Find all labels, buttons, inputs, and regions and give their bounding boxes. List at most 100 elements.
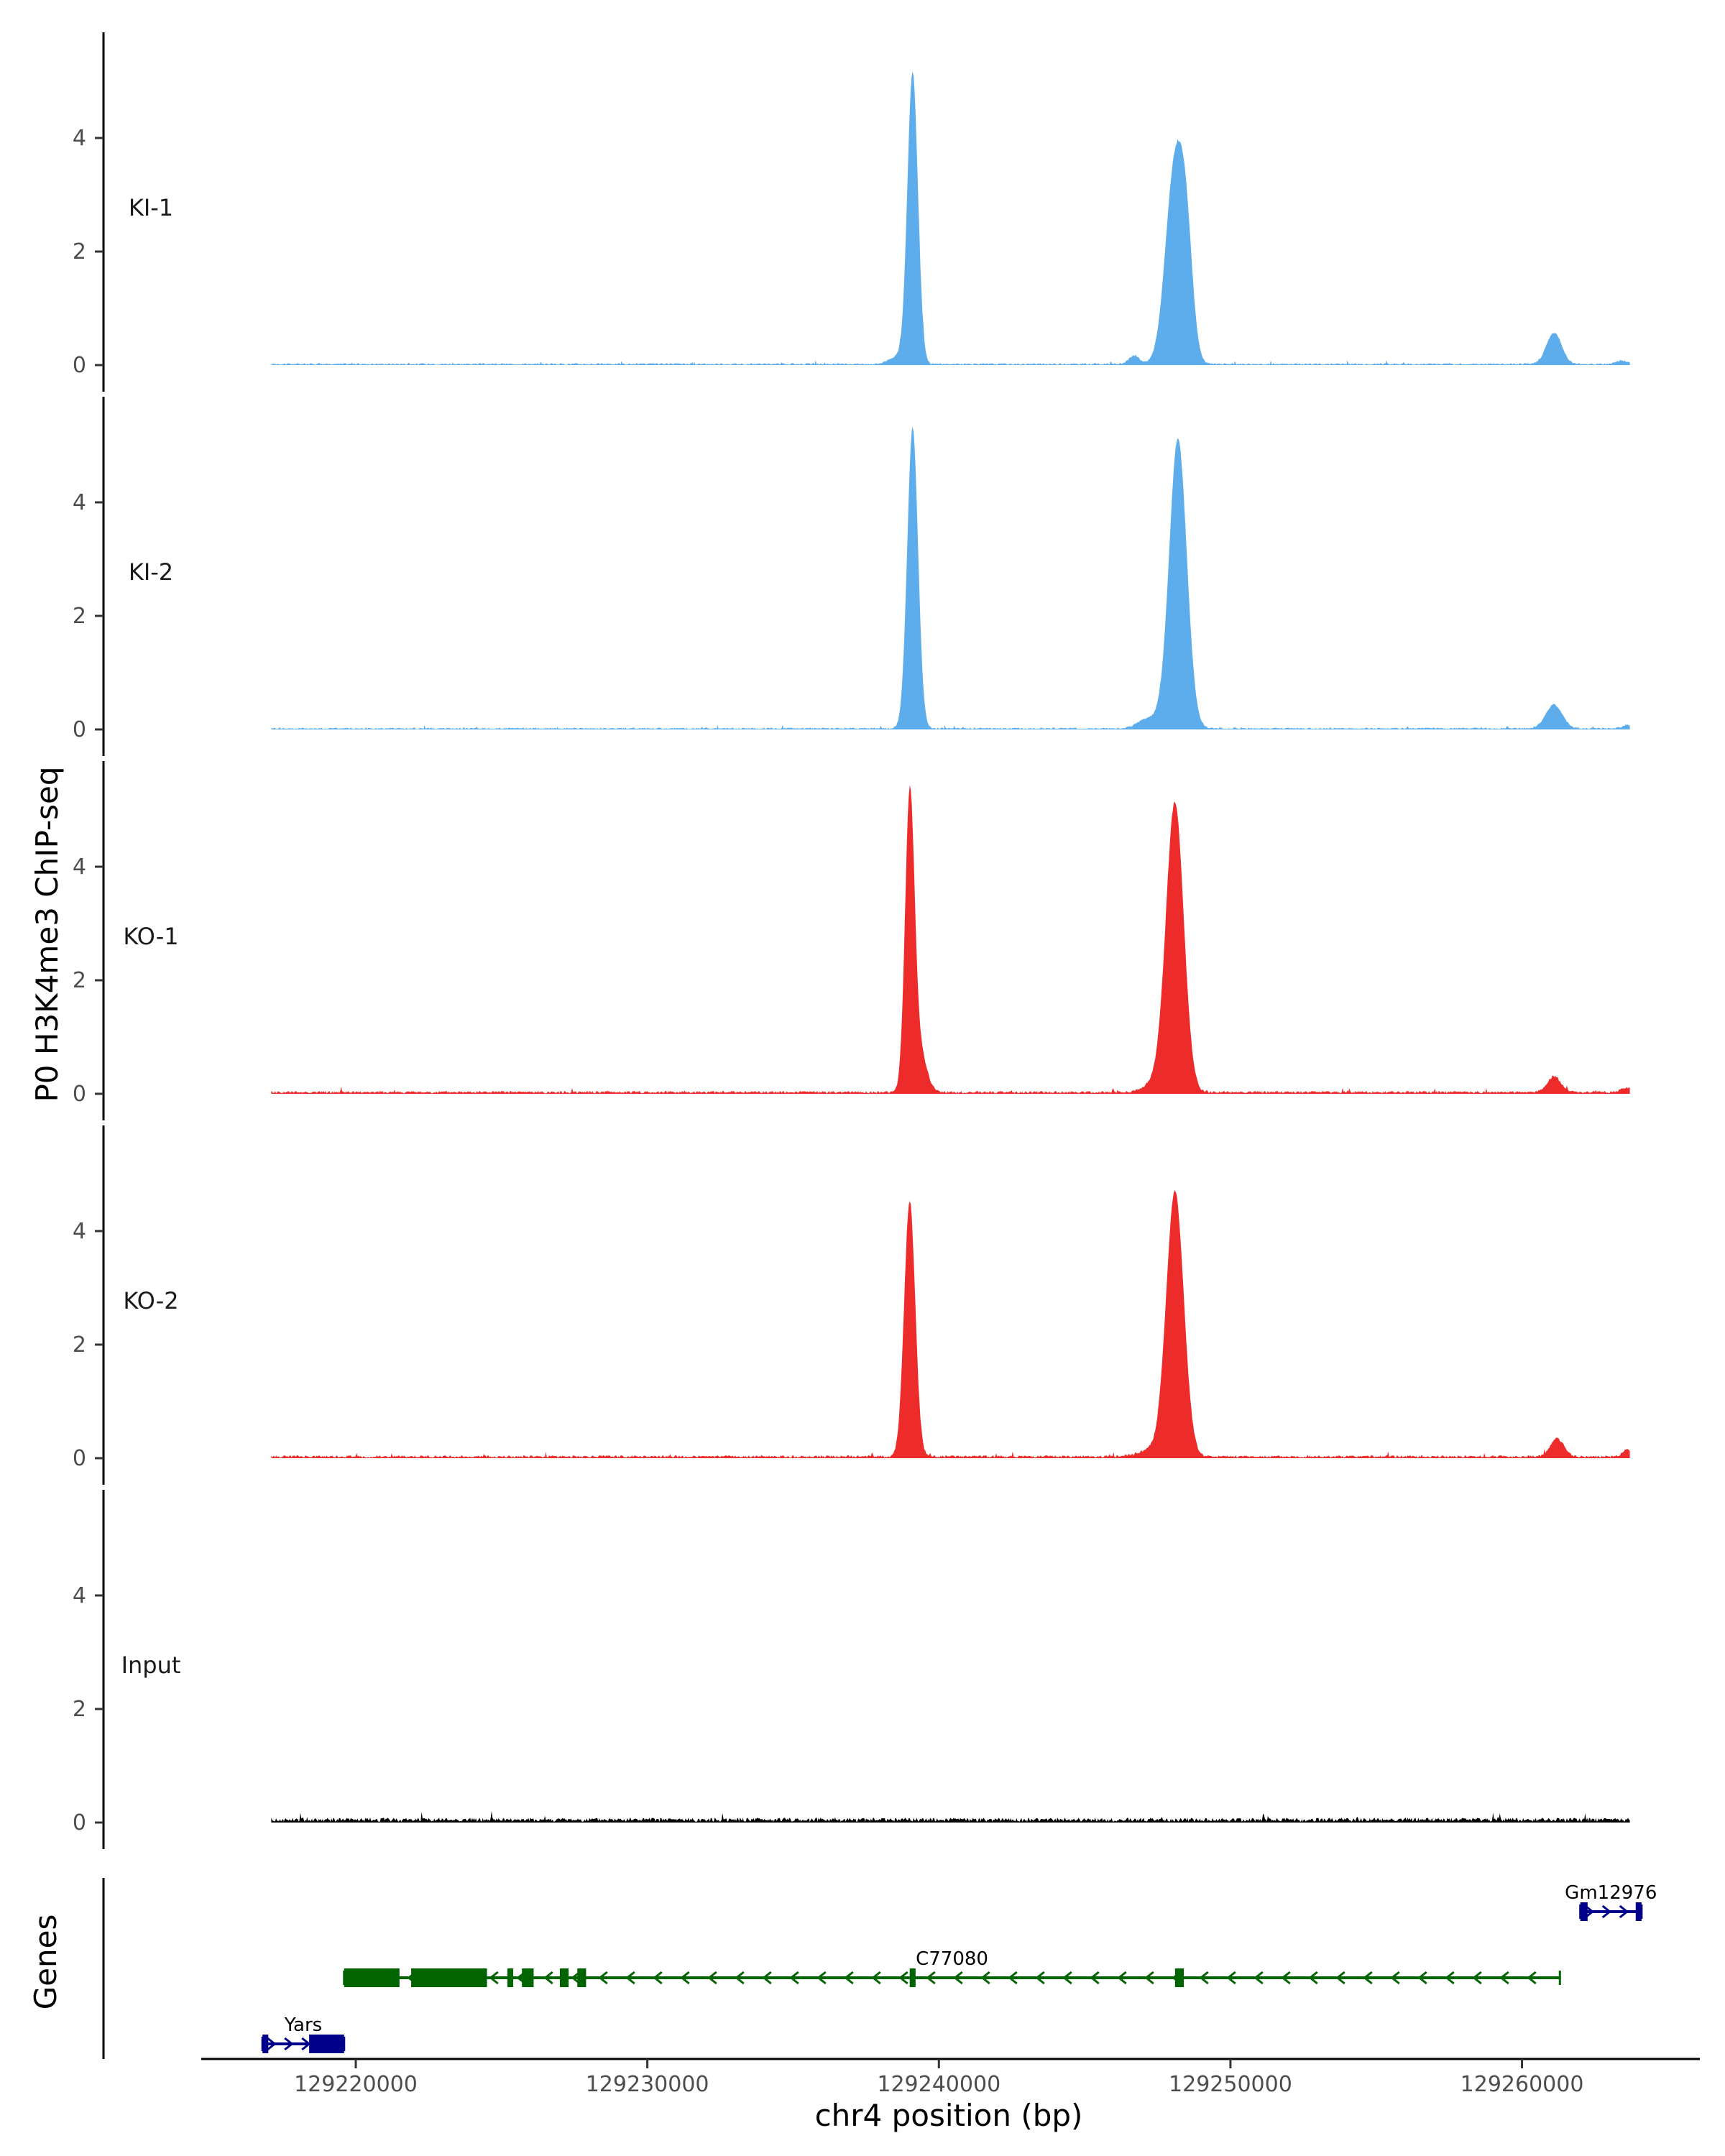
gene-exon xyxy=(1580,1902,1588,1921)
genes-track-title: Genes xyxy=(28,1915,63,2010)
track-ko-2: 0 2 4 KO-2 xyxy=(73,1125,1630,1485)
x-tick-label: 129230000 xyxy=(586,2072,709,2097)
gene-exon xyxy=(1174,1968,1184,1987)
strand-arrow xyxy=(1035,1971,1045,1985)
strand-arrow xyxy=(1172,1971,1182,1985)
signal-area xyxy=(271,426,1630,729)
y-tick-label: 4 xyxy=(73,1583,86,1608)
strand-arrow xyxy=(380,1971,390,1985)
strand-arrow xyxy=(926,1971,936,1985)
gene-exon xyxy=(262,2035,269,2053)
strand-arrow xyxy=(267,2037,277,2051)
track-input: 0 2 4 Input xyxy=(73,1490,1630,1849)
y-tick-label: 0 xyxy=(73,1446,86,1471)
strand-arrow xyxy=(1144,1971,1154,1985)
x-axis: 129220000 129230000 129240000 129250000 1292… xyxy=(201,2058,1700,2097)
strand-arrow xyxy=(625,1971,635,1985)
y-tick-label: 0 xyxy=(73,1082,86,1107)
strand-arrow xyxy=(301,2037,311,2051)
strand-arrow xyxy=(1417,1971,1427,1985)
strand-arrow xyxy=(1226,1971,1236,1985)
strand-arrow xyxy=(1308,1971,1318,1985)
gene-label: Yars xyxy=(284,2014,322,2036)
strand-arrow xyxy=(1090,1971,1100,1985)
strand-arrow xyxy=(407,1971,417,1985)
strand-arrow xyxy=(1008,1971,1018,1985)
gene-label: Gm12976 xyxy=(1565,1882,1657,1904)
gene-exon xyxy=(577,1968,586,1987)
strand-arrow xyxy=(318,2037,328,2051)
strand-arrow xyxy=(284,2037,294,2051)
gene-yars: Yars xyxy=(261,2014,346,2053)
track-ki-2: 0 2 4 KI-2 xyxy=(73,397,1630,756)
strand-arrow xyxy=(871,1971,881,1985)
gene-c77080: C77080 xyxy=(343,1948,1561,1987)
strand-arrow xyxy=(1445,1971,1455,1985)
gene-exon xyxy=(909,1968,916,1987)
y-tick-label: 2 xyxy=(73,604,86,629)
y-tick-label: 0 xyxy=(73,353,86,378)
strand-arrow xyxy=(953,1971,963,1985)
strand-arrow xyxy=(1199,1971,1209,1985)
strand-arrow xyxy=(1062,1971,1072,1985)
y-tick-label: 4 xyxy=(73,490,86,515)
strand-arrow xyxy=(735,1971,745,1985)
y-tick-label: 4 xyxy=(73,126,86,151)
track-label: KI-1 xyxy=(129,194,173,221)
strand-arrow xyxy=(1527,1971,1537,1985)
strand-arrow xyxy=(516,1971,526,1985)
strand-arrow xyxy=(1281,1971,1291,1985)
x-tick-label: 129260000 xyxy=(1460,2072,1584,2097)
strand-arrow xyxy=(980,1971,990,1985)
strand-arrow xyxy=(844,1971,854,1985)
gene-track: Gm12976 C77080 Yars xyxy=(102,1878,1657,2059)
strand-arrow xyxy=(543,1971,553,1985)
x-axis-title: chr4 position (bp) xyxy=(815,2098,1083,2133)
track-label: KI-2 xyxy=(129,558,173,586)
strand-arrow xyxy=(571,1971,581,1985)
y-tick-label: 2 xyxy=(73,239,86,264)
signal-area xyxy=(271,71,1630,365)
track-label: KO-1 xyxy=(123,923,178,950)
gene-exon xyxy=(507,1968,514,1987)
y-tick-label: 0 xyxy=(73,717,86,742)
x-tick-label: 129250000 xyxy=(1169,2072,1292,2097)
gene-gm12976: Gm12976 xyxy=(1565,1882,1657,1921)
y-tick-label: 2 xyxy=(73,1332,86,1358)
strand-arrow xyxy=(1584,1904,1595,1919)
strand-arrow xyxy=(707,1971,717,1985)
strand-arrow xyxy=(816,1971,827,1985)
strand-arrow xyxy=(1619,1904,1629,1919)
strand-arrow xyxy=(1363,1971,1373,1985)
gene-exon xyxy=(1635,1902,1642,1921)
signal-area xyxy=(271,1811,1630,1823)
strand-arrow xyxy=(352,1971,362,1985)
gene-exon xyxy=(411,1968,487,1987)
y-tick-label: 2 xyxy=(73,968,86,993)
signal-area xyxy=(271,785,1630,1094)
strand-arrow xyxy=(898,1971,908,1985)
gene-exon xyxy=(344,1968,400,1987)
gene-exon xyxy=(559,1968,569,1987)
y-tick-label: 4 xyxy=(73,1219,86,1244)
signal-area xyxy=(271,1190,1630,1458)
strand-arrow xyxy=(1499,1971,1509,1985)
track-ki-1: 0 2 4 KI-1 xyxy=(73,32,1630,392)
strand-arrow xyxy=(680,1971,690,1985)
track-label: Input xyxy=(121,1651,181,1679)
strand-arrow xyxy=(434,1971,444,1985)
strand-arrow xyxy=(1601,1904,1612,1919)
y-tick-label: 2 xyxy=(73,1697,86,1722)
signal-tracks: 0 2 4 KI-1 0 2 4 KI-2 0 2 4 KO-1 0 2 4 KO-2 0 2 4 Input xyxy=(73,32,1630,1849)
strand-arrow xyxy=(598,1971,608,1985)
y-axis-title: P0 H3K4me3 ChIP-seq xyxy=(29,766,65,1102)
strand-arrow xyxy=(1472,1971,1482,1985)
x-tick-label: 129240000 xyxy=(877,2072,1000,2097)
strand-arrow xyxy=(1390,1971,1400,1985)
gene-label: C77080 xyxy=(916,1948,988,1970)
strand-arrow xyxy=(762,1971,772,1985)
y-tick-label: 0 xyxy=(73,1810,86,1835)
gene-exon xyxy=(522,1968,534,1987)
track-ko-1: 0 2 4 KO-1 xyxy=(73,761,1630,1120)
